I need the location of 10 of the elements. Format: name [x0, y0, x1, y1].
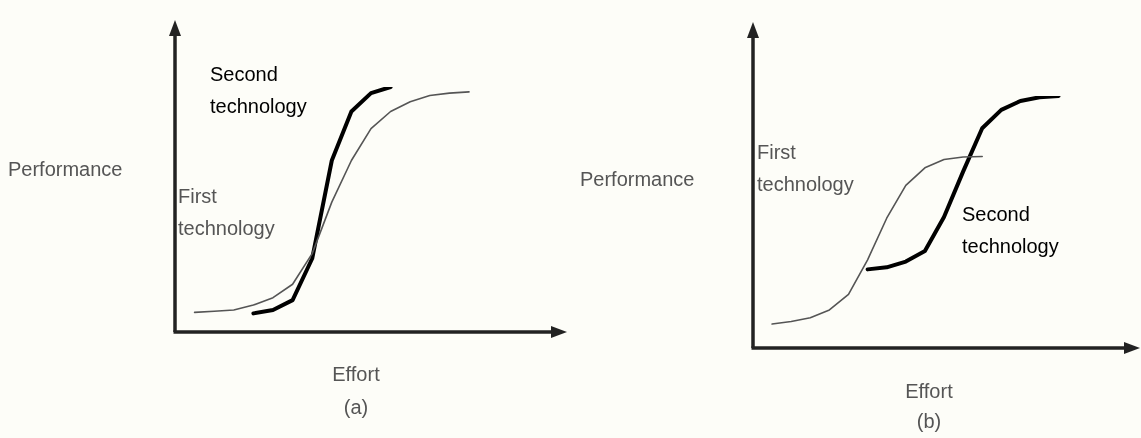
series-label: Second technology — [210, 62, 307, 117]
y-axis-title: Performance — [580, 167, 695, 190]
series-label: Second technology — [962, 202, 1059, 257]
x-axis-title: Effort — [332, 362, 381, 385]
text: (a) — [343, 395, 369, 418]
y-axis-title: Performance — [8, 157, 123, 180]
x-axis-title: Effort — [905, 379, 954, 402]
text: (b) — [916, 409, 942, 432]
text: First technology — [757, 140, 854, 195]
series-label: First technology — [178, 184, 275, 239]
